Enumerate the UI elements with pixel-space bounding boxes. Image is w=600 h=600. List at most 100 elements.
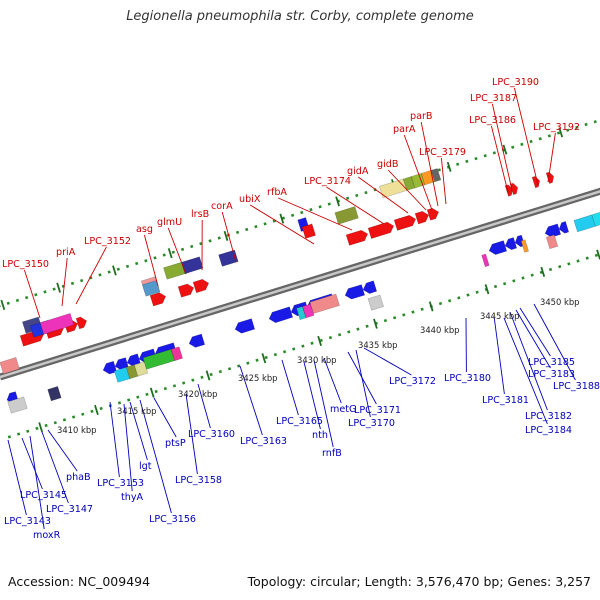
topology-text: Topology: circular; Length: 3,576,470 bp… (247, 574, 591, 589)
top-track-dot (492, 151, 496, 155)
kbp-tick-label: 3440 kbp (420, 325, 459, 335)
bottom-label-leader (533, 303, 576, 381)
top-gene-label: ubiX (239, 194, 261, 205)
bottom-track-major-tick (261, 353, 267, 364)
reverse-gene (102, 360, 118, 375)
bottom-track-dot (356, 327, 360, 331)
top-label-leader (547, 132, 556, 183)
bottom-track-major-tick (428, 301, 434, 312)
bottom-label-leader (509, 311, 548, 411)
map-title: Legionella pneumophila str. Corby, compl… (126, 9, 474, 24)
top-track-dot (235, 230, 240, 234)
bottom-track-dot (227, 367, 232, 371)
bottom-gene-label: LPC_3170 (348, 418, 395, 429)
bottom-track-major-tick (484, 284, 490, 295)
top-track-major-tick (56, 282, 61, 293)
label-leader-lines (7, 87, 576, 530)
top-track-dot (456, 162, 460, 166)
annotated-gene (367, 294, 384, 311)
reverse-gene (558, 221, 570, 234)
top-track-dot (538, 137, 542, 141)
bottom-track-dot (35, 426, 39, 431)
bottom-track-dot (328, 335, 333, 340)
annotated-gene (181, 256, 204, 275)
annotated-gene (39, 313, 75, 335)
top-gene-label: lrsB (191, 209, 209, 220)
bottom-track-dot (53, 421, 57, 425)
bottom-track-dot (218, 370, 222, 374)
top-label-leader (491, 103, 513, 191)
top-gene-label: LPC_3152 (84, 236, 131, 247)
bottom-label-leader (313, 359, 334, 448)
top-track-dot (245, 227, 249, 232)
bottom-track-dot (392, 316, 397, 320)
top-track-dot (474, 156, 478, 161)
annotated-gene (170, 346, 183, 362)
top-label-leader (326, 186, 385, 225)
tick-dot-tracks (0, 120, 600, 439)
bottom-gene-label: LPC_3171 (354, 405, 401, 416)
bottom-gene-label: LPC_3182 (525, 411, 572, 422)
top-track-dot (556, 131, 561, 135)
bottom-gene-label: lgt (139, 461, 152, 472)
forward-gene (149, 292, 167, 307)
bottom-track-dot (62, 418, 67, 422)
bottom-track-dot (154, 389, 158, 394)
top-track-dot (70, 281, 75, 286)
bottom-label-leader (503, 317, 548, 425)
top-track-dot (263, 222, 267, 226)
top-track-dot (309, 208, 313, 212)
top-track-dot (24, 295, 29, 300)
bottom-track-major-tick (373, 318, 378, 329)
bottom-track-dot (457, 296, 461, 300)
bottom-track-dot (438, 301, 443, 306)
annotated-gene (573, 214, 596, 233)
top-label-leader (221, 211, 237, 263)
top-label-leader (440, 157, 447, 205)
annotated-gene (309, 293, 340, 314)
bottom-track-dot (182, 381, 186, 385)
annotated-gene (481, 253, 490, 268)
top-label-leader (387, 169, 427, 211)
top-track-major-tick (335, 196, 340, 207)
bottom-gene-label: LPC_3183 (528, 369, 575, 380)
bottom-track-dot (71, 415, 76, 419)
bottom-gene-label: LPC_3147 (46, 504, 93, 515)
bottom-gene-label: ptsP (165, 438, 186, 449)
top-label-leader (420, 121, 439, 207)
bottom-track-dot (475, 290, 479, 294)
bottom-label-leader (47, 429, 78, 472)
bottom-gene-label: LPC_3172 (389, 376, 436, 387)
bottom-track-dot (521, 276, 525, 280)
top-gene-label: gidA (347, 166, 369, 177)
kbp-tick-label: 3425 kbp (238, 373, 277, 383)
kbp-tick-label: 3435 kbp (358, 340, 397, 350)
top-gene-label: parA (393, 124, 416, 135)
top-track-dot (208, 239, 212, 243)
top-track-dot (254, 225, 258, 229)
bottom-track-dot (301, 344, 305, 348)
top-track-dot (144, 259, 148, 263)
top-track-major-tick (223, 230, 229, 241)
gene-features (0, 168, 600, 414)
top-track-dot (327, 202, 331, 206)
forward-gene (345, 229, 369, 246)
bottom-label-leader (197, 383, 211, 429)
forward-gene (509, 182, 519, 196)
top-label-leader (490, 125, 509, 193)
top-track-major-tick (502, 144, 508, 155)
top-track-dot (98, 273, 102, 277)
bottom-track-dot (530, 273, 534, 277)
top-track-dot (300, 210, 304, 215)
bottom-track-dot (585, 256, 589, 260)
bottom-track-dot (237, 364, 241, 368)
top-label-leader (75, 246, 107, 305)
top-track-dot (593, 120, 597, 124)
bottom-track-dot (127, 398, 131, 402)
reverse-gene (188, 333, 206, 348)
bottom-label-leader (239, 365, 263, 436)
bottom-track-major-tick (540, 266, 546, 277)
annotated-gene (591, 211, 600, 227)
top-track-dot (107, 270, 111, 274)
reverse-gene (504, 237, 518, 251)
